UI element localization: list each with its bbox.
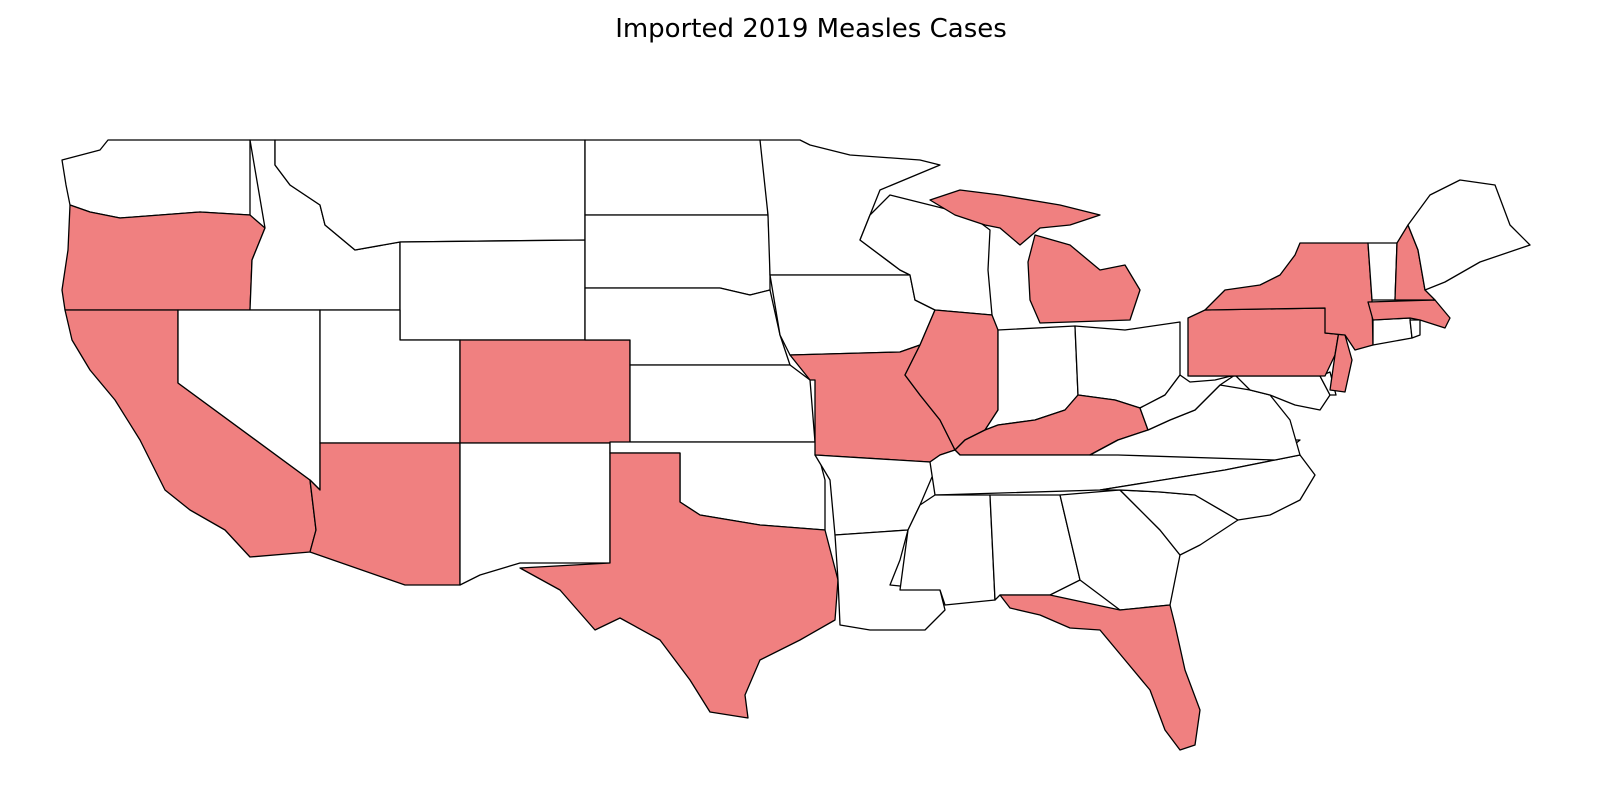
state-north-dakota <box>584 139 769 216</box>
state-connecticut <box>1372 317 1413 346</box>
state-north-carolina <box>1099 454 1316 521</box>
state-massachusetts <box>1367 299 1451 329</box>
state-louisiana <box>834 529 946 631</box>
state-iowa <box>769 274 936 356</box>
state-nebraska <box>584 287 791 366</box>
state-maine <box>1407 179 1531 291</box>
state-vermont <box>1367 242 1398 301</box>
state-south-dakota <box>584 214 771 296</box>
state-wyoming <box>399 239 586 341</box>
state-michigan <box>929 189 1141 324</box>
state-kansas <box>629 364 816 443</box>
state-washington <box>61 139 251 219</box>
state-florida <box>999 594 1201 751</box>
state-arizona <box>309 442 461 586</box>
state-texas <box>519 452 839 719</box>
map-title: Imported 2019 Measles Cases <box>615 14 1007 44</box>
state-pennsylvania <box>1187 307 1341 377</box>
state-rhode-island <box>1409 319 1421 339</box>
state-oregon <box>61 204 266 311</box>
state-colorado <box>459 339 631 444</box>
